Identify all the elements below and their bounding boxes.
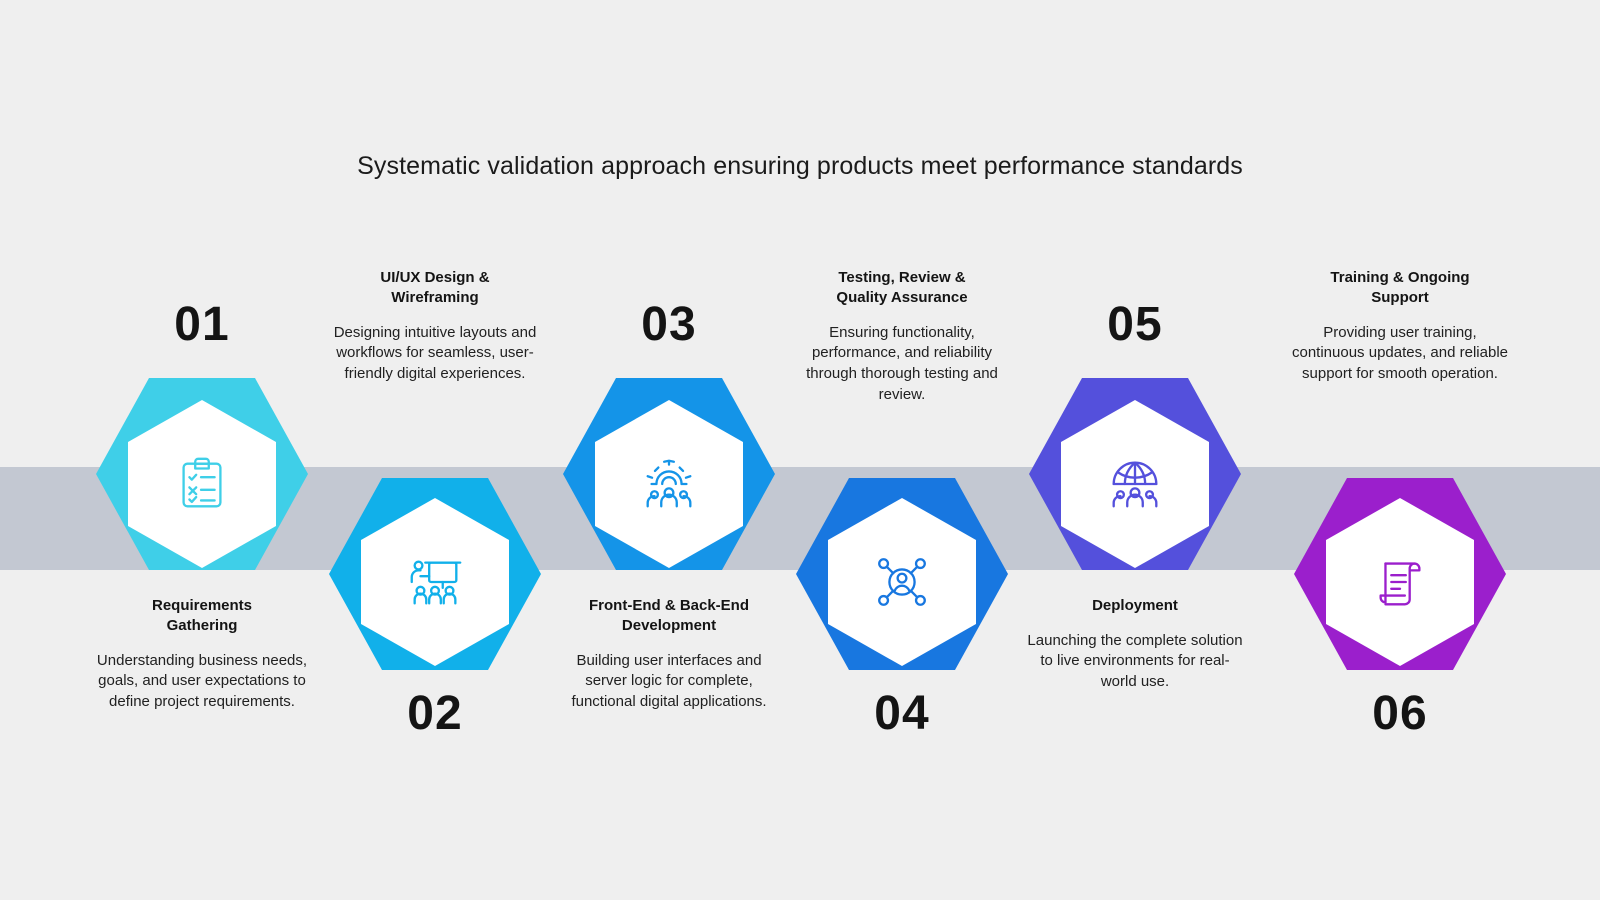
step-body: Designing intuitive layouts and workflow… bbox=[333, 323, 537, 382]
step-number: 06 bbox=[1372, 687, 1428, 740]
step-heading: Testing, Review & Quality Assurance bbox=[836, 269, 968, 306]
step-text: UI/UX Design & Wireframing Designing int… bbox=[325, 268, 545, 385]
step-text: Requirements Gathering Understanding bus… bbox=[92, 596, 312, 713]
step-badge[interactable] bbox=[595, 400, 743, 568]
step-body: Building user interfaces and server logi… bbox=[571, 651, 767, 710]
step-number: 02 bbox=[407, 687, 463, 740]
presentation-training-icon bbox=[410, 560, 462, 605]
step-03[interactable]: 03 Front-End & Back-End Development Buil… bbox=[519, 0, 819, 900]
step-heading: Deployment bbox=[1092, 597, 1178, 614]
gear-team-icon bbox=[646, 459, 692, 508]
step-heading: UI/UX Design & Wireframing bbox=[380, 269, 490, 306]
step-heading: Front-End & Back-End Development bbox=[589, 597, 749, 634]
step-text: Front-End & Back-End Development Buildin… bbox=[559, 596, 779, 713]
step-number: 01 bbox=[174, 298, 230, 351]
scroll-certificate-icon bbox=[1379, 562, 1421, 606]
step-number: 03 bbox=[641, 298, 697, 351]
step-05[interactable]: 05 Deployment Launching the complete sol… bbox=[985, 0, 1285, 900]
user-network-icon bbox=[878, 558, 926, 606]
step-04[interactable]: 04 Testing, Review & Quality Assurance E… bbox=[752, 0, 1052, 900]
step-body: Ensuring functionality, performance, and… bbox=[806, 323, 998, 403]
step-body: Providing user training, continuous upda… bbox=[1292, 323, 1508, 382]
step-text: Deployment Launching the complete soluti… bbox=[1025, 596, 1245, 693]
step-text: Testing, Review & Quality Assurance Ensu… bbox=[792, 268, 1012, 405]
step-text: Training & Ongoing Support Providing use… bbox=[1290, 268, 1510, 385]
step-body: Launching the complete solution to live … bbox=[1027, 631, 1243, 691]
step-body: Understanding business needs, goals, and… bbox=[96, 651, 308, 710]
step-number: 05 bbox=[1107, 298, 1163, 351]
step-badge[interactable] bbox=[828, 498, 976, 666]
clipboard-checklist-icon bbox=[182, 457, 222, 508]
step-badge[interactable] bbox=[128, 400, 276, 568]
globe-people-icon bbox=[1112, 461, 1158, 508]
page-title: Systematic validation approach ensuring … bbox=[357, 152, 1243, 180]
step-01[interactable]: 01 Requirements Gathering Understanding … bbox=[52, 0, 352, 900]
step-06[interactable]: 06 Training & Ongoing Support Providing … bbox=[1250, 0, 1550, 900]
step-heading: Requirements Gathering bbox=[151, 597, 253, 634]
step-02[interactable]: 02 UI/UX Design & Wireframing Designing … bbox=[285, 0, 585, 900]
step-heading: Training & Ongoing Support bbox=[1330, 269, 1470, 306]
step-number: 04 bbox=[874, 687, 930, 740]
